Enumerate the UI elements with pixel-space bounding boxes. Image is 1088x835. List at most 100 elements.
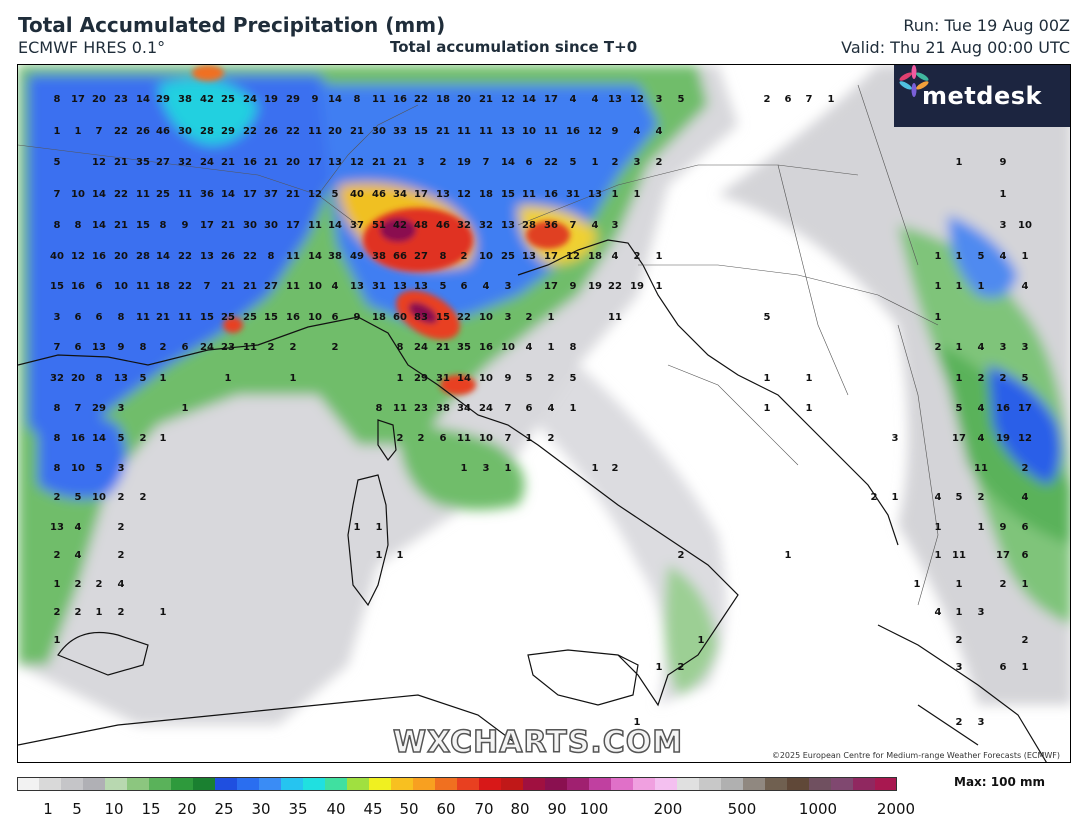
precip-value-label: 4 <box>1022 492 1029 503</box>
precip-value-label: 22 <box>178 251 192 262</box>
precip-value-label: 2 <box>526 312 533 323</box>
legend-swatch <box>237 777 260 791</box>
precip-value-label: 15 <box>136 220 150 231</box>
precipitation-map[interactable]: 8 17 20 23 14 29 38 42 25 24 19 29 9 14 8 11 16 22 18 20 21 1… <box>17 64 1071 763</box>
precip-value-label: 2 <box>548 373 555 384</box>
precip-value-label: 14 <box>92 189 106 200</box>
precip-value-label: 10 <box>71 463 85 474</box>
legend-swatch <box>39 777 62 791</box>
precip-value-label: 8 <box>96 373 103 384</box>
precip-value-label: 22 <box>114 126 128 137</box>
precip-value-label: 66 <box>393 251 407 262</box>
precip-value-label: 19 <box>996 433 1010 444</box>
precip-value-label: 1 <box>612 189 619 200</box>
precip-value-label: 15 <box>501 189 515 200</box>
precip-value-label: 7 <box>54 342 61 353</box>
legend-tick: 25 <box>214 800 234 818</box>
precip-value-label: 22 <box>286 126 300 137</box>
precip-value-label: 2 <box>612 157 619 168</box>
precip-value-label: 12 <box>588 126 602 137</box>
precip-value-label: 28 <box>200 126 214 137</box>
precip-value-label: 31 <box>372 281 386 292</box>
precip-value-label: 2 <box>656 157 663 168</box>
precip-value-label: 8 <box>354 94 361 105</box>
precip-value-label: 29 <box>92 403 106 414</box>
precip-value-label: 35 <box>136 157 150 168</box>
precip-value-label: 8 <box>75 220 82 231</box>
precip-value-label: 2 <box>764 94 771 105</box>
legend-swatch <box>479 777 502 791</box>
borders <box>18 84 939 606</box>
precip-value-label: 2 <box>956 635 963 646</box>
precip-value-label: 16 <box>286 312 300 323</box>
precip-value-label: 21 <box>286 189 300 200</box>
precip-value-label: 6 <box>461 281 468 292</box>
precip-value-label: 5 <box>570 157 577 168</box>
precip-value-label: 15 <box>200 312 214 323</box>
precip-value-label: 21 <box>264 157 278 168</box>
precip-value-label: 11 <box>952 550 966 561</box>
precip-value-label: 3 <box>118 463 125 474</box>
precip-value-label: 2 <box>935 342 942 353</box>
precip-value-label: 5 <box>526 373 533 384</box>
precip-value-label: 16 <box>566 126 580 137</box>
precip-value-label: 11 <box>243 342 257 353</box>
precip-value-label: 2 <box>678 550 685 561</box>
precip-value-label: 24 <box>200 342 214 353</box>
precip-value-label: 4 <box>75 550 82 561</box>
precip-value-label: 11 <box>608 312 622 323</box>
legend-swatch <box>589 777 612 791</box>
legend-swatch <box>523 777 546 791</box>
precip-value-label: 7 <box>96 126 103 137</box>
precip-value-label: 4 <box>634 126 641 137</box>
metdesk-flower-icon <box>899 65 929 97</box>
precip-value-label: 22 <box>544 157 558 168</box>
precip-value-label: 14 <box>457 373 471 384</box>
valid-time: Valid: Thu 21 Aug 00:00 UTC <box>841 38 1070 57</box>
precip-value-label: 9 <box>1000 522 1007 533</box>
precip-value-label: 10 <box>308 281 322 292</box>
precip-value-label: 13 <box>501 220 515 231</box>
legend-swatch <box>501 777 524 791</box>
precip-value-label: 37 <box>350 220 364 231</box>
precip-value-label: 27 <box>156 157 170 168</box>
precip-value-label: 6 <box>332 312 339 323</box>
precip-value-label: 1 <box>935 251 942 262</box>
legend-swatch <box>831 777 854 791</box>
precip-value-label: 9 <box>182 220 189 231</box>
precip-value-label: 1 <box>656 662 663 673</box>
precip-value-label: 6 <box>785 94 792 105</box>
precip-value-label: 17 <box>200 220 214 231</box>
precip-value-label: 12 <box>350 157 364 168</box>
precip-value-label: 10 <box>479 312 493 323</box>
precip-value-label: 4 <box>548 403 555 414</box>
precip-labels: 8 17 20 23 14 29 38 42 25 24 19 29 9 14 8 11 16 22 18 20 21 1… <box>50 94 1032 728</box>
precip-value-label: 3 <box>978 607 985 618</box>
precip-value-label: 17 <box>544 94 558 105</box>
precip-value-label: 11 <box>136 281 150 292</box>
precip-value-label: 1 <box>1000 189 1007 200</box>
precip-value-label: 17 <box>414 189 428 200</box>
precip-value-label: 1 <box>956 251 963 262</box>
precip-value-label: 38 <box>436 403 450 414</box>
coastlines <box>18 239 1047 762</box>
precip-value-label: 30 <box>243 220 257 231</box>
precip-value-label: 2 <box>1000 579 1007 590</box>
precip-value-label: 4 <box>332 281 339 292</box>
precip-value-label: 6 <box>526 403 533 414</box>
precip-value-label: 1 <box>505 463 512 474</box>
precip-value-label: 38 <box>372 251 386 262</box>
precip-value-label: 14 <box>136 94 150 105</box>
precip-value-label: 21 <box>114 157 128 168</box>
precip-value-label: 5 <box>54 157 61 168</box>
precip-value-label: 3 <box>505 312 512 323</box>
precip-value-label: 5 <box>764 312 771 323</box>
precip-value-label: 17 <box>286 220 300 231</box>
precip-value-label: 13 <box>501 126 515 137</box>
legend-swatch <box>127 777 150 791</box>
precip-value-label: 2 <box>96 579 103 590</box>
precip-value-label: 2 <box>1022 635 1029 646</box>
precip-value-label: 28 <box>522 220 536 231</box>
legend-swatch <box>193 777 216 791</box>
legend-swatch <box>743 777 766 791</box>
